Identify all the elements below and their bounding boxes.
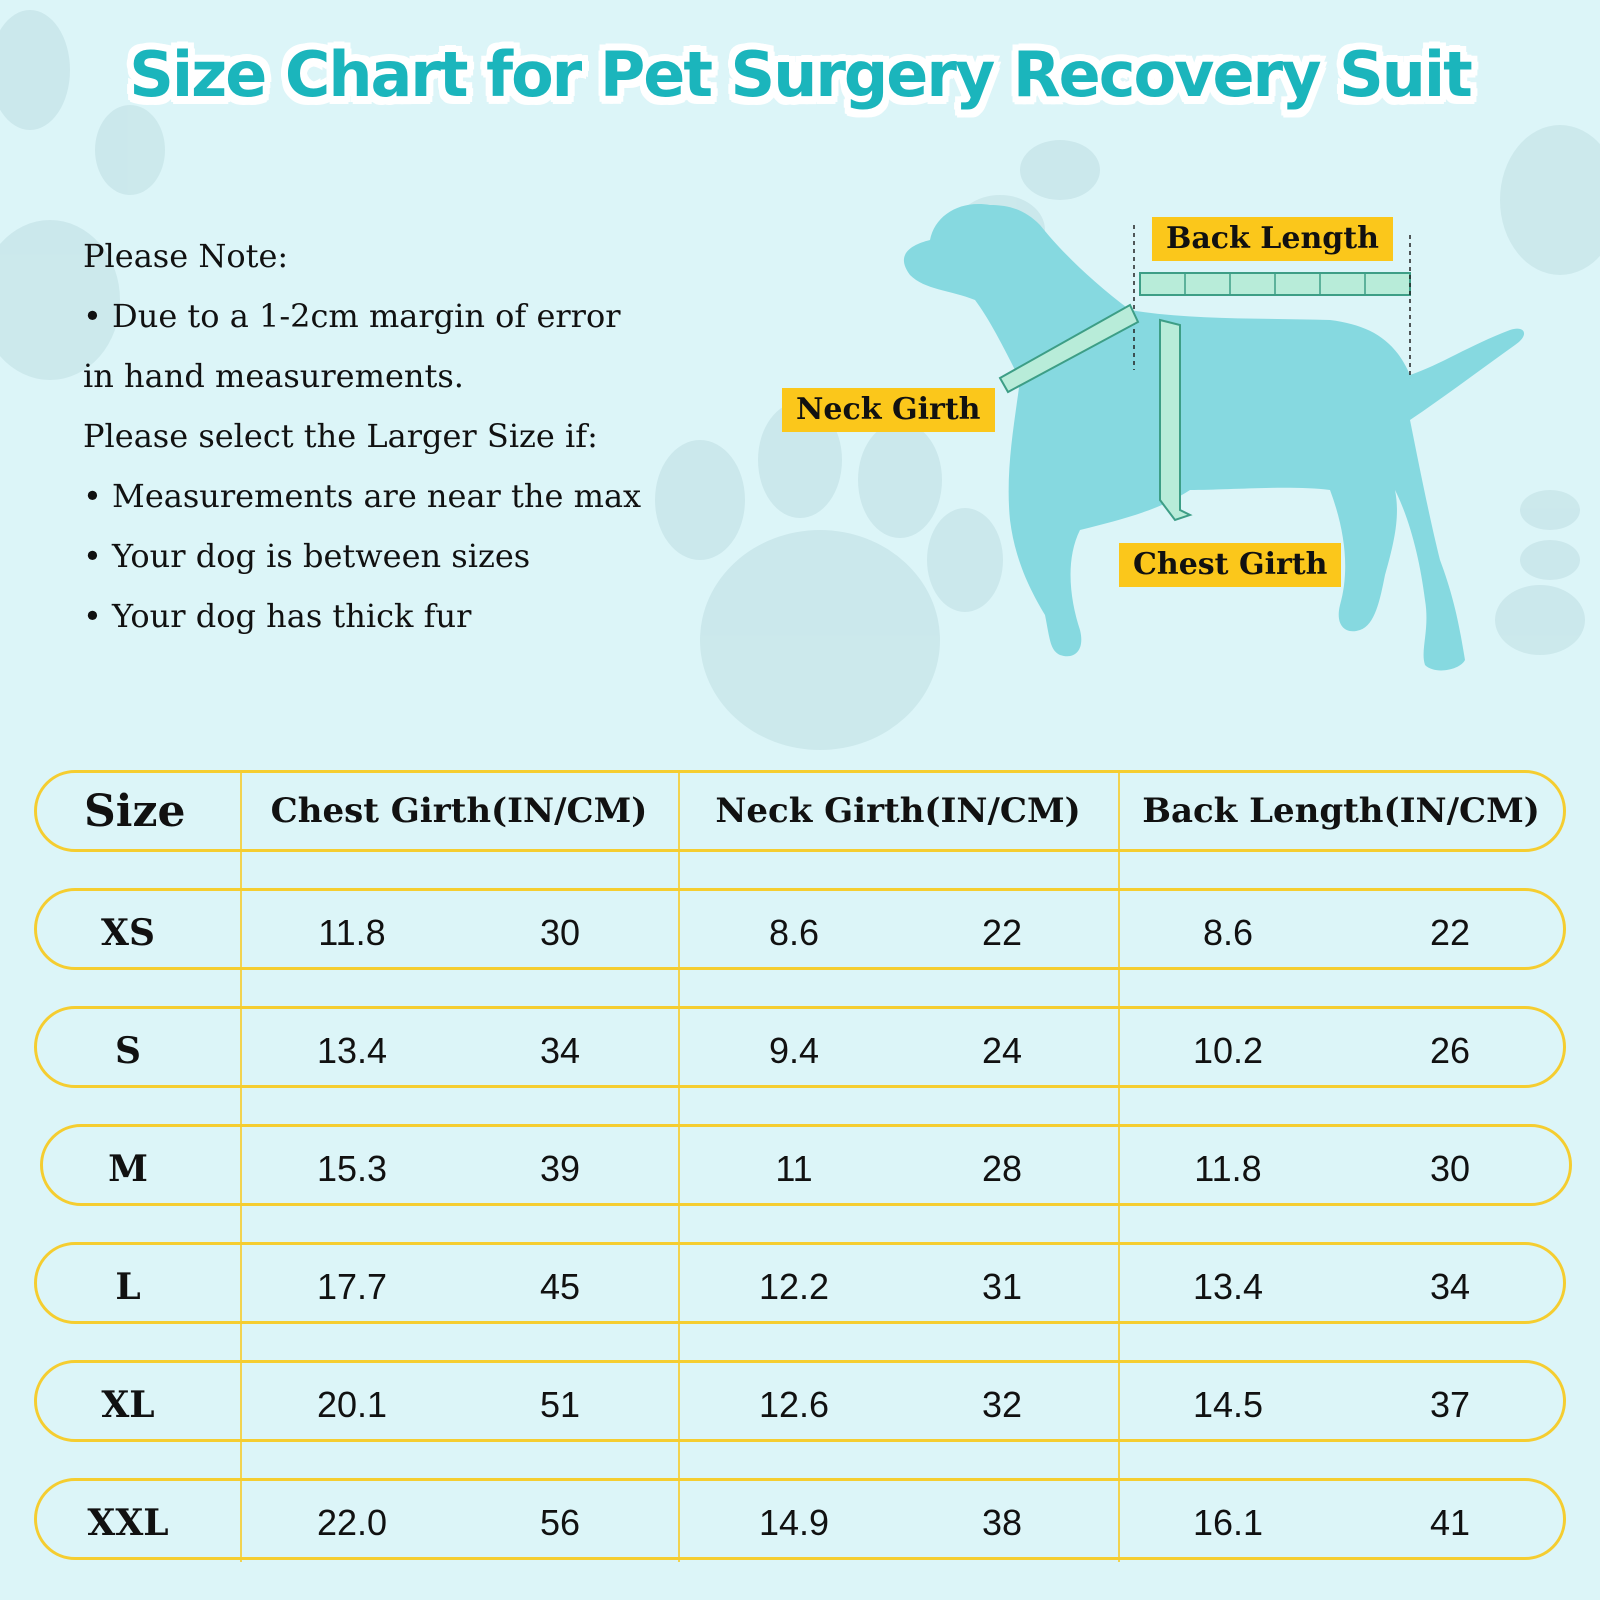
value-cell-neck-in: 8.6 <box>768 912 820 953</box>
table-row <box>34 1242 1566 1324</box>
value-cell-neck-in: 12.6 <box>758 1384 830 1425</box>
column-divider <box>1118 770 1120 1562</box>
value-cell-back-cm: 34 <box>1429 1266 1471 1307</box>
value-cell-chest-in: 15.3 <box>316 1148 388 1189</box>
value-cell-back-in: 11.8 <box>1194 1148 1262 1189</box>
size-cell: XS <box>101 912 155 954</box>
value-cell-chest-in: 22.0 <box>316 1502 388 1543</box>
note-line: Please select the Larger Size if: <box>83 417 598 455</box>
value-cell-back-in: 13.4 <box>1192 1266 1264 1307</box>
size-cell: M <box>108 1148 148 1190</box>
value-cell-neck-cm: 38 <box>981 1502 1023 1543</box>
table-row <box>34 1360 1566 1442</box>
value-cell-chest-cm: 30 <box>539 912 581 953</box>
table-row <box>34 1478 1566 1560</box>
note-line: in hand measurements. <box>83 357 464 395</box>
notes-block: Please Note: • Due to a 1-2cm margin of … <box>83 226 641 646</box>
page-title: Size Chart for Pet Surgery Recovery Suit <box>129 38 1473 111</box>
value-cell-neck-cm: 32 <box>981 1384 1023 1425</box>
value-cell-chest-in: 17.7 <box>316 1266 388 1307</box>
value-cell-chest-cm: 51 <box>539 1384 581 1425</box>
size-cell: XL <box>101 1384 155 1426</box>
note-line: • Your dog is between sizes <box>83 537 531 575</box>
value-cell-neck-in: 14.9 <box>758 1502 830 1543</box>
value-cell-chest-in: 13.4 <box>316 1030 388 1071</box>
neck-girth-label: Neck Girth <box>782 388 995 432</box>
value-cell-chest-in: 11.8 <box>318 912 386 953</box>
header-neck-girth: Neck Girth(IN/CM) <box>715 791 1081 831</box>
value-cell-neck-in: 11 <box>775 1148 813 1189</box>
value-cell-neck-cm: 28 <box>981 1148 1023 1189</box>
value-cell-chest-cm: 34 <box>539 1030 581 1071</box>
back-length-label: Back Length <box>1152 217 1393 261</box>
note-line: • Due to a 1-2cm margin of error <box>83 297 621 335</box>
size-cell: S <box>115 1030 141 1072</box>
value-cell-back-in: 14.5 <box>1192 1384 1264 1425</box>
note-line: • Your dog has thick fur <box>83 597 472 635</box>
value-cell-neck-in: 9.4 <box>768 1030 820 1071</box>
dog-silhouette-icon <box>903 204 1525 671</box>
value-cell-back-in: 16.1 <box>1192 1502 1264 1543</box>
value-cell-back-cm: 22 <box>1429 912 1471 953</box>
value-cell-back-cm: 30 <box>1429 1148 1471 1189</box>
chest-girth-tape-icon <box>1159 318 1193 522</box>
note-heading: Please Note: <box>83 237 289 275</box>
column-divider <box>678 770 680 1562</box>
table-row <box>34 1006 1566 1088</box>
value-cell-back-in: 10.2 <box>1192 1030 1264 1071</box>
column-divider <box>240 770 242 1562</box>
size-cell: XXL <box>87 1502 169 1544</box>
value-cell-neck-cm: 22 <box>981 912 1023 953</box>
value-cell-chest-cm: 56 <box>539 1502 581 1543</box>
size-cell: L <box>115 1266 141 1308</box>
value-cell-back-cm: 26 <box>1429 1030 1471 1071</box>
value-cell-chest-cm: 45 <box>539 1266 581 1307</box>
header-back-length: Back Length(IN/CM) <box>1142 791 1540 831</box>
header-chest-girth: Chest Girth(IN/CM) <box>270 791 648 831</box>
chest-girth-label: Chest Girth <box>1119 543 1342 587</box>
value-cell-back-cm: 41 <box>1429 1502 1471 1543</box>
neck-girth-tape-icon <box>998 303 1140 394</box>
value-cell-chest-cm: 39 <box>539 1148 581 1189</box>
back-length-tape-icon <box>1133 225 1411 375</box>
value-cell-back-cm: 37 <box>1429 1384 1471 1425</box>
value-cell-back-in: 8.6 <box>1202 912 1254 953</box>
table-header-row <box>34 770 1566 852</box>
note-line: • Measurements are near the max <box>83 477 642 515</box>
header-size: Size <box>84 785 186 837</box>
table-row <box>34 888 1566 970</box>
value-cell-chest-in: 20.1 <box>316 1384 388 1425</box>
table-row <box>40 1124 1572 1206</box>
value-cell-neck-cm: 24 <box>981 1030 1023 1071</box>
value-cell-neck-cm: 31 <box>981 1266 1023 1307</box>
dog-measurement-diagram <box>903 204 1525 671</box>
value-cell-neck-in: 12.2 <box>758 1266 830 1307</box>
